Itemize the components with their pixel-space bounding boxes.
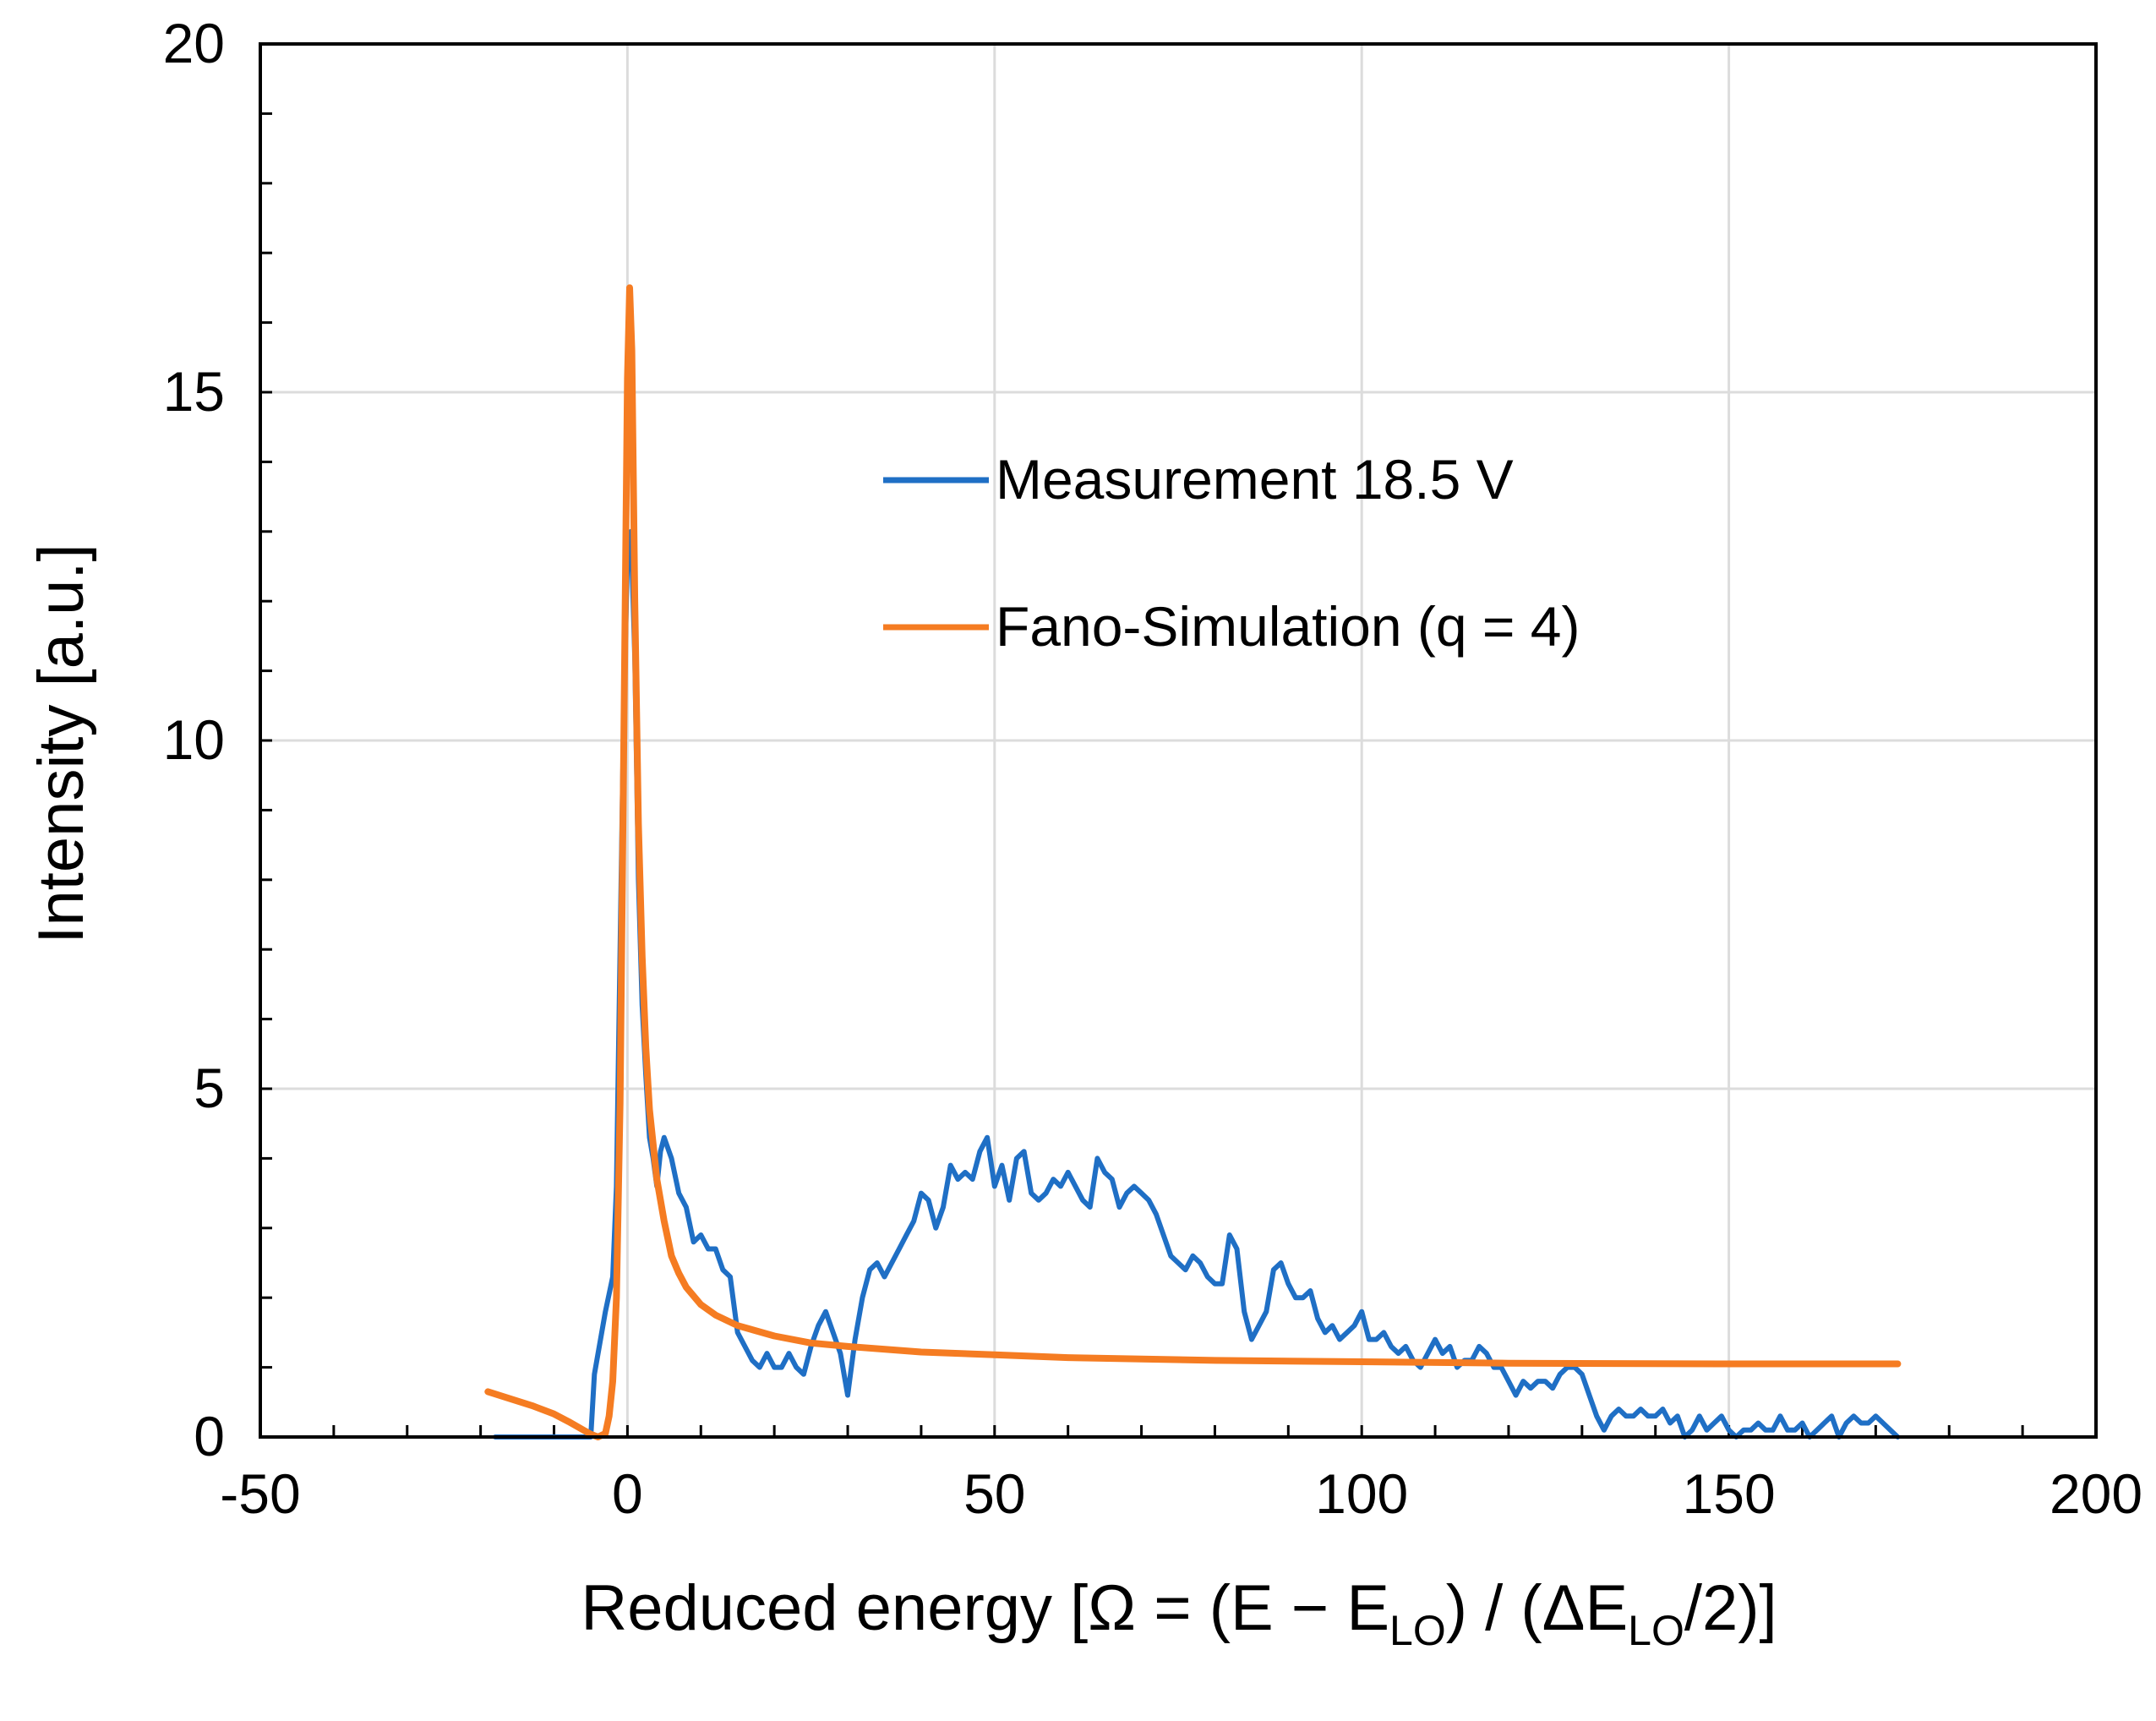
y-tick-label: 15 (163, 360, 225, 423)
x-tick-label: -50 (220, 1462, 300, 1525)
x-axis-title-end: /2)] (1684, 1572, 1777, 1644)
x-axis-title-main: Reduced energy [Ω = (E − E (581, 1572, 1389, 1644)
series-line-measurement (493, 528, 1901, 1440)
x-axis-title-mid: ) / (ΔE (1446, 1572, 1628, 1644)
x-axis-title-sub-lo-2: LO (1628, 1607, 1684, 1654)
y-tick-label: 10 (163, 708, 225, 771)
legend-label-fano-simulation: Fano-Simulation (q = 4) (996, 595, 1580, 658)
x-axis-title-sub-lo-1: LO (1389, 1607, 1446, 1654)
plot-area-frame (259, 42, 2098, 1439)
y-tick-label: 5 (194, 1057, 225, 1119)
x-tick-label: 0 (612, 1462, 643, 1525)
x-tick-labels: -50 0 50 100 150 200 (220, 1462, 2142, 1525)
y-tick-label: 0 (194, 1405, 225, 1467)
legend-label-measurement: Measurement 18.5 V (996, 448, 1514, 511)
x-tick-label: 50 (963, 1462, 1025, 1525)
legend: Measurement 18.5 V Fano-Simulation (q = … (883, 448, 1580, 658)
y-tick-label: 20 (163, 12, 225, 74)
y-tick-labels: 0 5 10 15 20 (163, 12, 225, 1467)
x-tick-label: 200 (2050, 1462, 2142, 1525)
grid (259, 42, 2098, 1439)
x-tick-label: 150 (1683, 1462, 1776, 1525)
y-axis-title: Intensity [a.u.] (25, 544, 97, 943)
x-tick-label: 100 (1315, 1462, 1408, 1525)
x-axis-title: Reduced energy [Ω = (E − ELO) / (ΔELO/2)… (581, 1572, 1777, 1654)
